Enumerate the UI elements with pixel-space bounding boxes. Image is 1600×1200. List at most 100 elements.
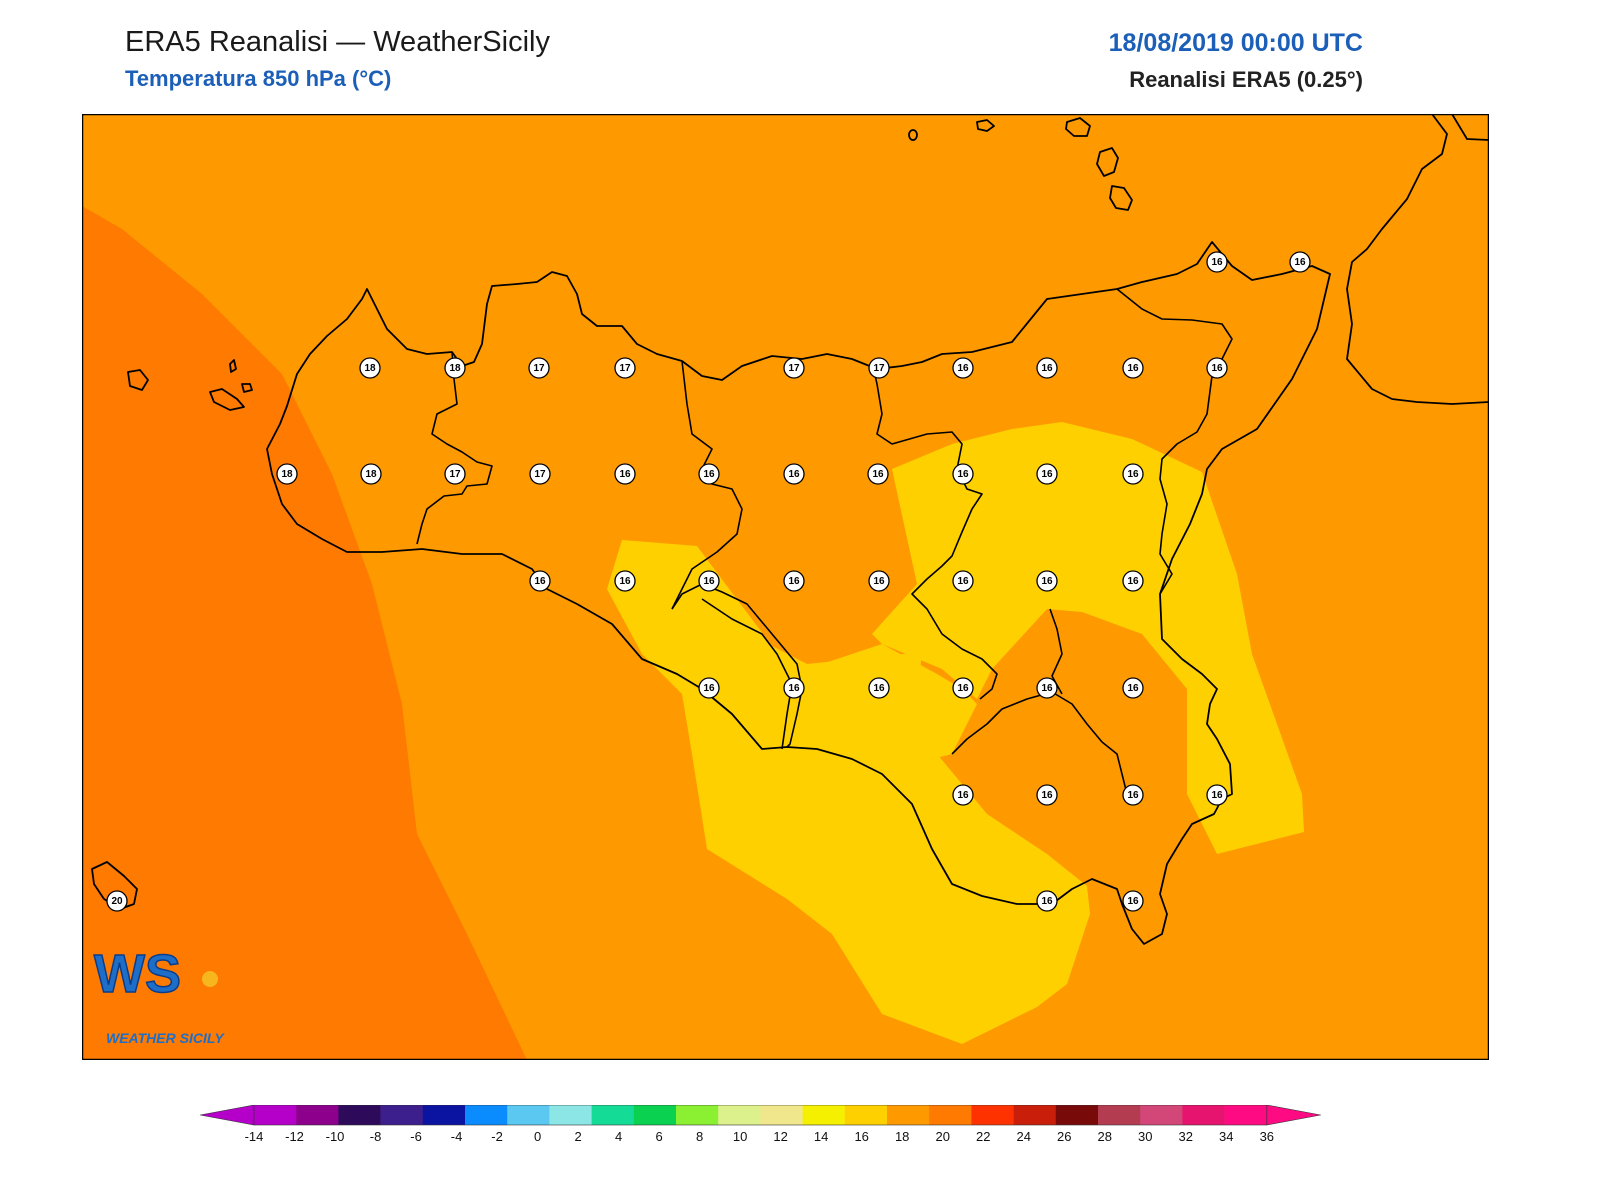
temp-label-marker: [106, 890, 128, 912]
colorbar-tick-label: 26: [1057, 1129, 1071, 1144]
temp-label-r2g: 16: [783, 463, 805, 485]
island-salina: [1065, 117, 1091, 137]
colorbar-cell: [971, 1105, 1014, 1125]
temp-label-r1h: 16: [1036, 357, 1058, 379]
temp-label-r2e: 16: [614, 463, 636, 485]
temp-label-value: 16: [957, 790, 969, 801]
temp-label-marker: [698, 463, 720, 485]
temp-label-ap: 16: [1206, 251, 1228, 273]
temp-label-marker: [868, 677, 890, 699]
temp-label-marker: [360, 463, 382, 485]
colorbar-tick-label: 2: [574, 1129, 581, 1144]
temp-label-r3b: 16: [614, 570, 636, 592]
island-filicudi: [976, 119, 995, 132]
island-alicudi: [908, 129, 918, 141]
temp-label-r6b: 16: [1036, 890, 1058, 912]
temp-label-marker: [1289, 251, 1311, 273]
temp-label-marker: [1206, 251, 1228, 273]
temp-label-marker: [614, 570, 636, 592]
temp-label-value: 16: [1127, 363, 1139, 374]
colorbar-cell: [633, 1105, 677, 1125]
temp-label-value: 16: [1211, 790, 1223, 801]
colorbar-tick-label: 8: [696, 1129, 703, 1144]
colorbar-extend-high: [1266, 1105, 1321, 1126]
temperature-colorbar: -14 -12 -10 -8 -6 -4 -2 0 2 4 6 8 10 12 14 16 18 20 22 24 26…: [200, 1105, 1321, 1144]
temp-label-value: 16: [1041, 896, 1053, 907]
temp-label-marker: [1122, 784, 1144, 806]
temp-label-r4c: 16: [868, 677, 890, 699]
temp-band-18-20: [82, 206, 527, 1060]
map-title: ERA5 Reanalisi — WeatherSicily: [125, 26, 550, 58]
temp-label-r2a: 18: [276, 463, 298, 485]
valid-datetime: 18/08/2019 00:00 UTC: [1108, 29, 1363, 57]
temp-label-value: 18: [281, 469, 293, 480]
temp-label-marker: [1036, 677, 1058, 699]
colorbar-tick-label: 14: [814, 1129, 828, 1144]
temp-label-r3h: 16: [1122, 570, 1144, 592]
island-pantelleria: [91, 861, 138, 910]
logo-mark: WS: [94, 944, 181, 1004]
temp-label-marker: [952, 677, 974, 699]
temp-label-value: 16: [788, 469, 800, 480]
temp-label-r2h: 16: [867, 463, 889, 485]
temp-label-marker: [867, 463, 889, 485]
temp-label-marker: [1036, 463, 1058, 485]
temp-label-value: 16: [1041, 576, 1053, 587]
temp-label-value: 16: [1041, 363, 1053, 374]
colorbar-tick-label: 32: [1179, 1129, 1193, 1144]
colorbar-tick-label: 18: [895, 1129, 909, 1144]
temp-label-marker: [1036, 890, 1058, 912]
temp-label-value: 16: [873, 576, 885, 587]
province-border-palermo: [671, 360, 743, 610]
temp-label-r3g: 16: [1036, 570, 1058, 592]
colorbar-cell: [718, 1105, 761, 1125]
temp-label-marker: [529, 463, 551, 485]
temp-band-14-16-west: [607, 540, 1090, 1044]
province-border-trapani: [416, 351, 493, 545]
temp-label-r2b: 18: [360, 463, 382, 485]
temp-label-marker: [529, 570, 551, 592]
temp-label-value: 16: [957, 683, 969, 694]
colorbar-cell: [296, 1105, 339, 1125]
temp-label-value: 16: [788, 576, 800, 587]
province-border-agrigento: [701, 598, 793, 750]
colorbar-cell: [1055, 1105, 1099, 1125]
temp-label-value: 16: [957, 469, 969, 480]
calabria-coastline: [1346, 114, 1489, 405]
colorbar-cell: [1182, 1105, 1225, 1125]
colorbar-tick-label: 34: [1219, 1129, 1233, 1144]
temp-label-r2d: 17: [529, 463, 551, 485]
colorbar-cell: [1013, 1105, 1057, 1125]
temp-label-r5b: 16: [1036, 784, 1058, 806]
temp-label-value: 16: [1041, 469, 1053, 480]
temp-label-r2c: 17: [444, 463, 466, 485]
colorbar-extend-low: [200, 1105, 255, 1126]
temp-label-value: 18: [364, 363, 376, 374]
temp-label-value: 16: [1127, 896, 1139, 907]
colorbar-tick-label: 36: [1260, 1129, 1274, 1144]
temp-label-value: 16: [619, 469, 631, 480]
island-vulcano: [1109, 185, 1133, 211]
temp-label-value: 16: [1211, 257, 1223, 268]
colorbar-cell: [507, 1105, 550, 1125]
island-ustica: [127, 369, 149, 391]
temp-label-value: 18: [449, 363, 461, 374]
temp-label-marker: [698, 570, 720, 592]
temp-label-r5c: 16: [1122, 784, 1144, 806]
temp-band-14-16-east: [872, 422, 1304, 854]
temp-label-r3e: 16: [868, 570, 890, 592]
colorbar-cell: [676, 1105, 719, 1125]
temp-label-value: 16: [957, 576, 969, 587]
temp-label-r1e: 17: [783, 357, 805, 379]
temp-label-r3a: 16: [529, 570, 551, 592]
temp-label-value: 16: [703, 576, 715, 587]
temp-label-marker: [1122, 570, 1144, 592]
island-levanzo: [241, 383, 253, 393]
map-subtitle: Temperatura 850 hPa (°C): [125, 66, 392, 91]
temp-label-value: 16: [788, 683, 800, 694]
temp-label-marker: [783, 357, 805, 379]
temp-label-marker: [614, 463, 636, 485]
sicily-coastline: [266, 241, 1331, 945]
island-marettimo: [229, 359, 237, 373]
colorbar-cell: [549, 1105, 592, 1125]
